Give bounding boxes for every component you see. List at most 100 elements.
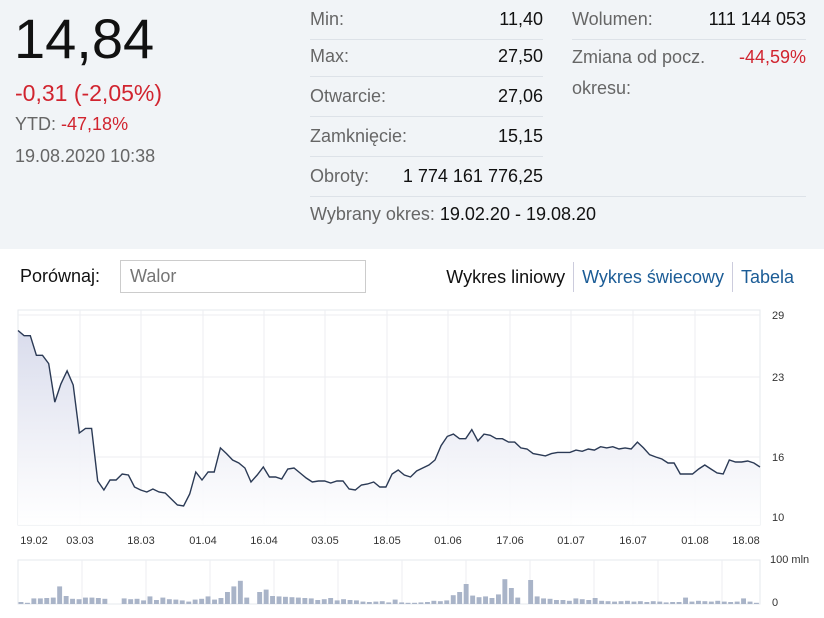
volume-bar (89, 597, 95, 604)
volume-bar (328, 598, 334, 604)
volume-bar (147, 596, 153, 604)
volume-bar (528, 580, 534, 604)
volume-y-tick-label: 0 (772, 597, 778, 609)
x-tick-label: 17.06 (496, 535, 524, 547)
volume-bar (734, 601, 740, 604)
volume-bar (476, 597, 482, 604)
selected-period: Wybrany okres: 19.02.20 - 19.08.20 (310, 204, 596, 225)
volume-bar (308, 598, 314, 604)
volume-bar (321, 599, 327, 604)
volume-bar (663, 602, 669, 604)
volume-bar (121, 598, 127, 604)
volume-bar (676, 602, 682, 604)
volume-bar (218, 598, 224, 604)
volume-bar (489, 598, 495, 604)
volume-bar (702, 601, 708, 604)
volume-bar (50, 597, 56, 604)
volume-bar (25, 602, 30, 604)
volume-bar (57, 586, 63, 604)
y-tick-label: 23 (772, 372, 784, 384)
stat-value: 27,06 (497, 86, 543, 106)
volume-bar (263, 589, 269, 604)
volume-bar (637, 601, 643, 604)
volume-bar (696, 600, 701, 604)
volume-bar (463, 584, 469, 604)
price-change: -0,31 (-2,05%) (15, 80, 163, 106)
volume-bar (515, 597, 521, 604)
volume-bar (431, 600, 437, 604)
volume-bar (37, 598, 43, 604)
stat-label-continued: okresu: (572, 78, 632, 98)
period-value: 19.02.20 - 19.08.20 (439, 204, 597, 224)
tab-table[interactable]: Tabela (731, 262, 802, 292)
stat-label: Otwarcie: (310, 86, 387, 106)
stat-value: 15,15 (497, 126, 543, 146)
x-tick-label: 03.03 (66, 535, 94, 547)
volume-bar (289, 597, 295, 604)
volume-bar (599, 600, 605, 604)
ytd-label: YTD: (15, 114, 57, 134)
x-tick-label: 01.08 (681, 535, 709, 547)
volume-bar (483, 596, 488, 604)
tab-candlestick-chart[interactable]: Wykres świecowy (573, 262, 732, 292)
x-tick-label: 16.04 (250, 535, 278, 547)
volume-bar (212, 599, 217, 604)
volume-bar (741, 598, 746, 604)
volume-bar (31, 598, 37, 604)
volume-bar (508, 588, 514, 604)
tab-line-chart[interactable]: Wykres liniowy (446, 267, 566, 287)
volume-bar (257, 592, 263, 604)
volume-bar (754, 602, 759, 604)
volume-frame (17, 559, 761, 605)
volume-bar (644, 602, 650, 604)
volume-bar (425, 602, 430, 604)
volume-bar (379, 601, 385, 604)
stat-min: Min: 11,40 (310, 0, 543, 40)
stat-label: Obroty: (310, 166, 370, 186)
volume-bar (631, 601, 637, 604)
volume-bar (657, 601, 663, 604)
volume-bar (579, 599, 585, 604)
volume-bar (708, 601, 714, 604)
volume-bar (199, 598, 205, 604)
ytd-change: YTD: -47,18% (15, 114, 128, 135)
volume-bar (592, 598, 598, 604)
stat-value: -44,59% (738, 46, 806, 67)
price-line (17, 329, 761, 507)
current-price: 14,84 (14, 7, 155, 70)
volume-bar (160, 597, 166, 604)
volume-bar (270, 596, 275, 604)
volume-bar (179, 600, 185, 604)
price-area (18, 330, 760, 525)
volume-bar (392, 599, 398, 604)
x-tick-label: 01.06 (434, 535, 462, 547)
volume-bar (683, 597, 688, 604)
period-label: Wybrany okres: (310, 204, 435, 224)
x-tick-label: 18.03 (127, 535, 155, 547)
volume-bar (186, 601, 192, 604)
volume-bar (502, 579, 508, 604)
stat-label: Zmiana od pocz. (572, 46, 706, 67)
compare-input[interactable] (120, 260, 366, 293)
volume-bar (166, 599, 172, 604)
stat-open: Otwarcie: 27,06 (310, 77, 543, 117)
volume-bar (63, 596, 69, 604)
volume-bar (295, 597, 301, 604)
chart-type-tabs: Wykres liniowy Wykres świecowy Tabela (438, 262, 802, 292)
volume-bar (205, 596, 211, 604)
stat-volume: Wolumen: 111 144 053 (572, 0, 806, 40)
stat-label: Zamknięcie: (310, 126, 408, 146)
x-tick-label: 19.02 (20, 535, 48, 547)
volume-bar (618, 601, 624, 604)
volume-bar (715, 600, 721, 604)
volume-bar (566, 600, 572, 604)
volume-bar (605, 601, 611, 604)
ytd-value: -47,18% (61, 114, 129, 134)
x-tick-label: 01.04 (189, 535, 217, 547)
volume-bar (347, 600, 353, 604)
volume-bar (412, 602, 417, 604)
stat-value: 27,50 (497, 46, 543, 66)
volume-bar (534, 596, 540, 604)
volume-bar (386, 602, 392, 604)
